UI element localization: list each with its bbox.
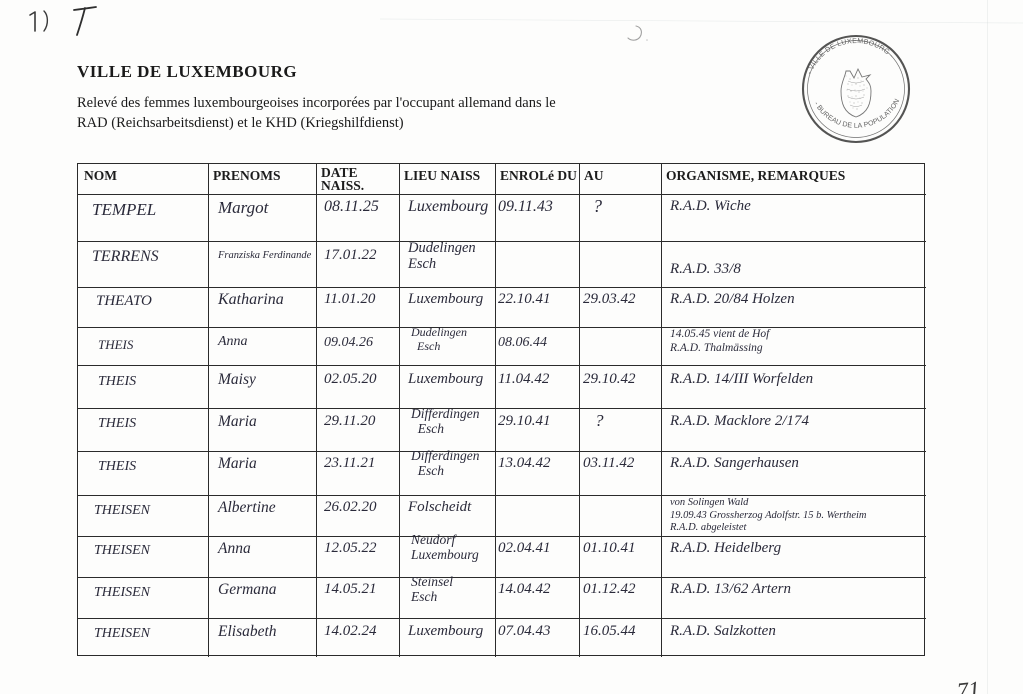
svg-text:71: 71 [956,677,981,694]
